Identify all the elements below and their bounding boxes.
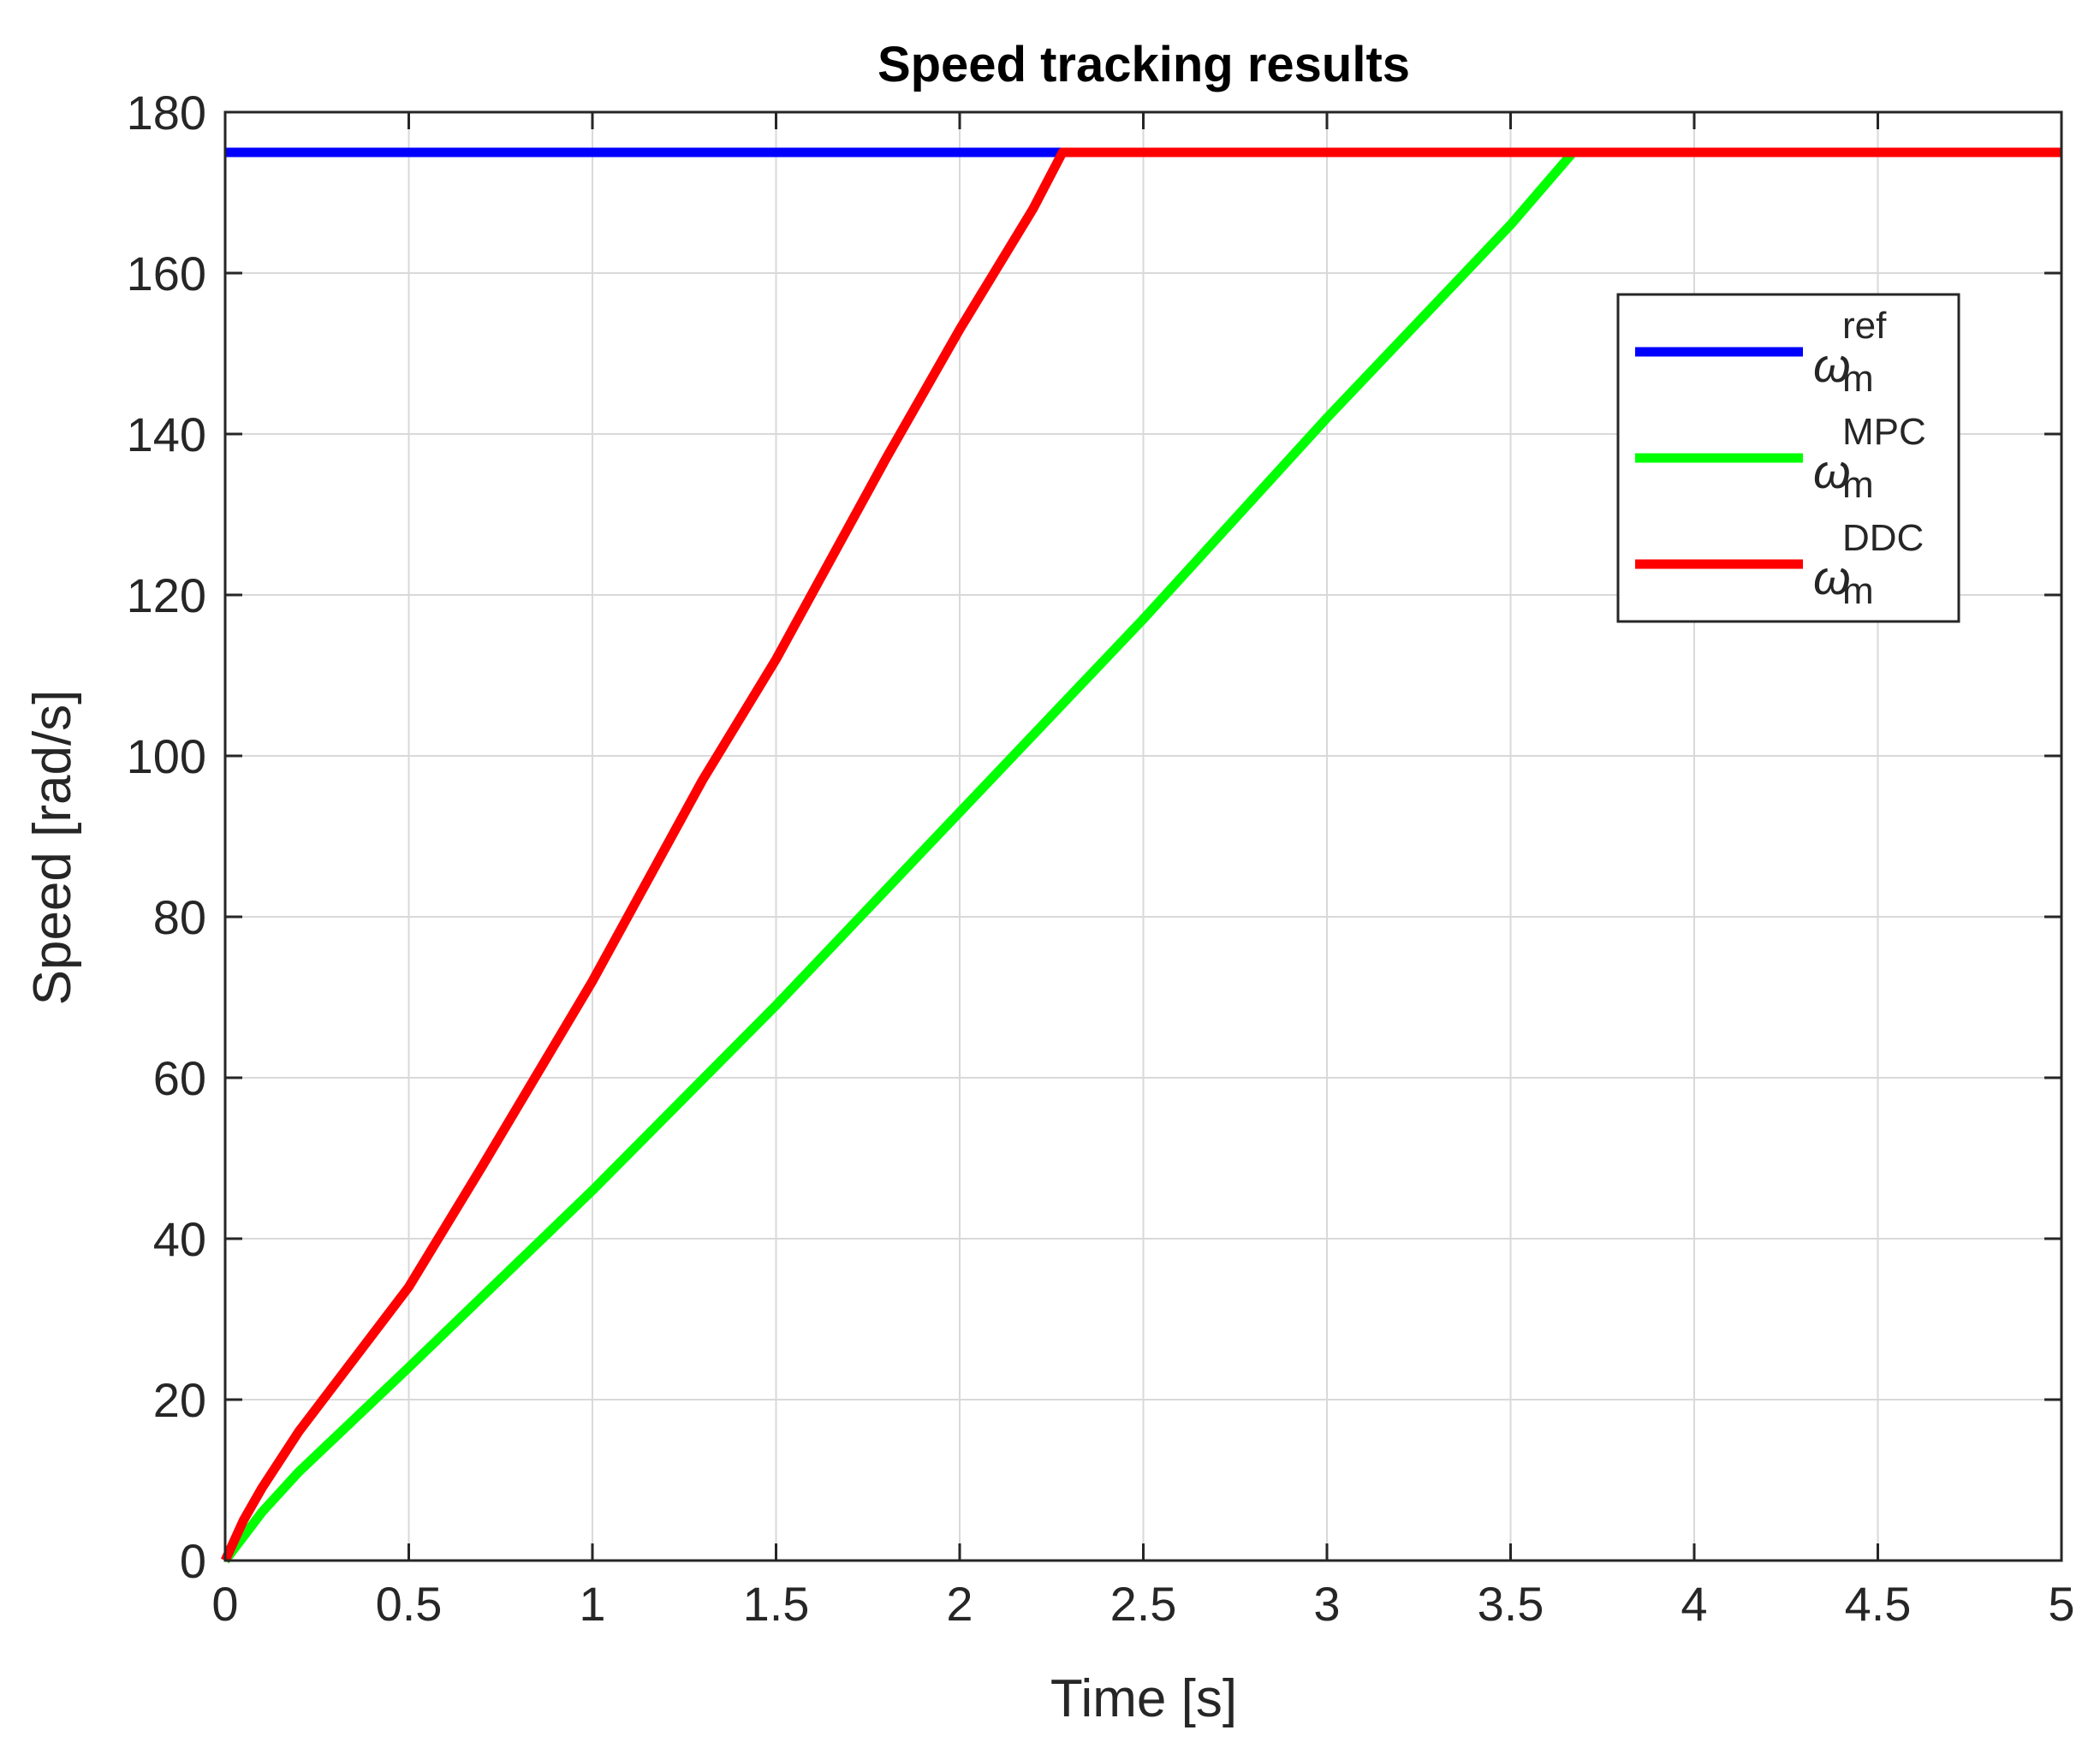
x-axis-label: Time [s] [1050,1669,1237,1728]
y-tick-label: 180 [127,86,206,140]
series-line-ddc [220,147,2061,1563]
x-tick-label: 2.5 [1110,1577,1177,1631]
y-tick-label: 20 [153,1373,206,1427]
legend-superscript-mpc: MPC [1842,411,1926,453]
y-tick-label: 0 [180,1534,206,1588]
y-axis-label: Speed [rad/s] [23,690,82,1006]
legend-symbol-ref: ω [1813,338,1851,392]
legend-subscript-ddc: m [1842,570,1874,612]
x-tick-label: 0 [211,1577,238,1631]
x-tick-label: 2 [946,1577,973,1631]
y-tick-label: 140 [127,407,206,461]
series-line-mpc [221,147,2061,1564]
legend-superscript-ref: ref [1842,305,1887,347]
x-tick-label: 4 [1681,1577,1707,1631]
x-tick-label: 1 [579,1577,605,1631]
x-tick-label: 0.5 [376,1577,443,1631]
plot-area: 0 0.5 1 1.5 2 2.5 3 3.5 4 4.5 5 0 20 40 60 80 100 120 140 1… [127,86,2075,1631]
x-tick-label: 1.5 [743,1577,810,1631]
legend-symbol-ddc: ω [1813,550,1851,604]
legend-subscript-mpc: m [1842,464,1874,506]
legend-subscript-ref: m [1842,358,1874,400]
x-tick-label: 5 [2048,1577,2074,1631]
y-tick-label: 160 [127,247,206,300]
y-tick-label: 60 [153,1051,206,1105]
chart-title: Speed tracking results [877,37,1410,92]
y-tick-label: 40 [153,1212,206,1266]
x-tick-label: 4.5 [1845,1577,1912,1631]
legend-superscript-ddc: DDC [1842,517,1924,559]
y-tick-label: 80 [153,890,206,944]
x-tick-label: 3 [1313,1577,1340,1631]
y-tick-label: 100 [127,729,206,783]
x-tick-label: 3.5 [1478,1577,1544,1631]
legend-symbol-mpc: ω [1813,444,1851,498]
y-tick-label: 120 [127,568,206,622]
